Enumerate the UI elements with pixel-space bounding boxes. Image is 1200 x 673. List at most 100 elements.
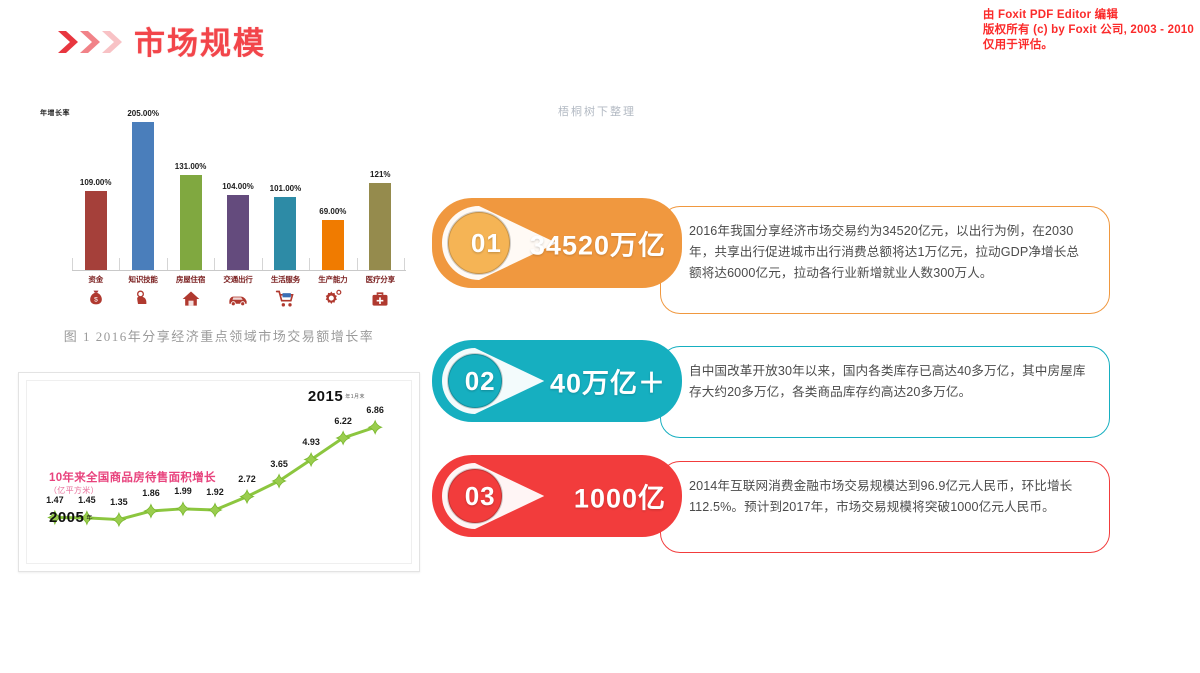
bar-chart-caption: 图 1 2016年分享经济重点领域市场交易额增长率: [63, 329, 375, 344]
chevron-right-icon-2: [78, 28, 104, 56]
line-chart-title: 10年来全国商品房待售面积增长: [49, 472, 216, 484]
line-chart-end-year: 2015 年1月末: [308, 388, 365, 405]
bar-chart-ticks: [72, 258, 406, 270]
line-chart-subtitle: （亿平方米）: [49, 486, 99, 495]
bar-category: 医疗分享: [357, 274, 404, 310]
foxit-line-3: 仅用于评估。: [982, 39, 1054, 51]
line-chart-point-label: 6.22: [334, 415, 352, 426]
line-chart-point-label: 2.72: [238, 474, 256, 485]
bar-value-label: 104.00%: [222, 182, 254, 191]
bar-chart-ylabel: 年增长率: [40, 110, 70, 117]
card-lens-badge-icon: 03: [442, 463, 545, 529]
line-chart-point-label: 1.99: [174, 486, 192, 497]
card-pill[interactable]: 02 40万亿＋: [432, 340, 682, 422]
bar-category-label: 资金: [88, 275, 103, 284]
bar-chart-tick: [404, 258, 405, 270]
bar-rect: [227, 195, 249, 270]
line-chart-svg: [47, 419, 383, 528]
bar-chart-tick: [309, 258, 311, 270]
bar-column: 205.00%: [120, 104, 167, 270]
bar-category-label: 房屋住宿: [175, 275, 206, 284]
end-year-suffix: 年1月末: [345, 394, 365, 400]
line-chart-marker: [207, 502, 223, 518]
chevron-right-icon-3: [100, 28, 126, 56]
line-chart-marker: [303, 451, 319, 468]
bar-category-label: 生活服务: [270, 275, 301, 284]
money-bag-icon: $: [72, 288, 119, 310]
foxit-line-1: 由 Foxit PDF Editor 编辑: [982, 9, 1119, 21]
bar-category: 资金 $: [72, 274, 119, 310]
start-year-value: 2005: [49, 509, 85, 526]
chevron-group-icon: [56, 28, 136, 56]
bar-value-label: 131.00%: [174, 162, 207, 171]
bar-chart-tick: [119, 258, 121, 270]
card-text-panel: 2016年我国分享经济市场交易约为34520亿元，以出行为例，在2030年，共享…: [660, 206, 1110, 314]
svg-text:$: $: [94, 297, 98, 304]
bar-value-label: 109.00%: [79, 178, 112, 187]
bar-category-label: 知识技能: [128, 275, 158, 284]
card-description: 2014年互联网消费金融市场交易规模达到96.9亿元人民币，环比增长112.5%…: [689, 479, 1073, 514]
bar-category-label: 生产能力: [318, 275, 348, 284]
line-chart-marker: [79, 510, 95, 526]
line-chart-point-label: 1.45: [78, 495, 96, 506]
bar-value-label: 69.00%: [319, 207, 347, 216]
card-value: 40万亿＋: [549, 368, 666, 399]
bar-rect: [274, 197, 297, 270]
line-chart-start-year: 2005 年: [49, 509, 93, 526]
bar-column: 109.00%: [72, 104, 119, 270]
start-year-suffix: 年: [86, 516, 93, 522]
bar-category-label: 医疗分享: [365, 275, 395, 284]
bar-rect: [321, 220, 344, 270]
bar-category: 生活服务: [262, 274, 309, 310]
card-text-panel: 自中国改革开放30年以来，国内各类库存已高达40多万亿，其中房屋库存大约20多万…: [660, 346, 1110, 438]
foxit-watermark: 由 Foxit PDF Editor 编辑 版权所有 (c) by Foxit …: [983, 8, 1194, 53]
bar-rect: [369, 183, 392, 270]
number-card[interactable]: 2014年互联网消费金融市场交易规模达到96.9亿元人民币，环比增长112.5%…: [432, 455, 1112, 561]
line-chart-point-label: 6.86: [366, 405, 384, 416]
line-chart-marker: [335, 430, 351, 446]
card-description: 2016年我国分享经济市场交易约为34520亿元，以出行为例，在2030年，共享…: [689, 224, 1080, 280]
line-chart-marker: [175, 501, 191, 517]
center-watermark: 梧桐树下整理: [558, 106, 636, 118]
card-pill[interactable]: 01 34520万亿: [432, 198, 682, 288]
bar-column: 69.00%: [309, 104, 356, 270]
line-chart-marker: [367, 419, 383, 435]
bar-category-label: 交通出行: [223, 275, 253, 284]
bar-chart-tick: [214, 258, 216, 270]
bar-chart-axis: [72, 270, 406, 271]
knowledge-head-icon: [120, 288, 167, 310]
line-chart-marker: [47, 509, 63, 526]
line-chart-marker: [111, 511, 127, 528]
bar-category: 房屋住宿: [167, 274, 214, 310]
bar-column: 104.00%: [215, 104, 262, 270]
medical-case-icon: [357, 288, 404, 310]
card-value: 1000亿: [573, 483, 666, 514]
house-icon: [167, 288, 214, 310]
page-title: 市场规模: [134, 26, 266, 61]
car-icon: [215, 288, 262, 310]
shopping-cart-icon: [262, 288, 309, 310]
line-chart: 1.47 1.45 1.35 1.86 1.99 1.92 2.72 3.65 4.93 6.22…: [18, 372, 420, 572]
bar-chart-tick: [261, 258, 263, 270]
bar-category: 交通出行: [215, 274, 262, 310]
bar-chart-tick: [166, 258, 168, 270]
gear-icon: [309, 288, 356, 310]
bar-chart: 年增长率 109.00% 205.00% 131.00% 104.00% 101.00%…: [28, 100, 408, 320]
bar-value-label: 101.00%: [269, 184, 302, 193]
bar-rect: [84, 191, 107, 270]
line-chart-point-label: 1.35: [110, 496, 128, 507]
card-lens-badge-icon: 02: [442, 348, 545, 414]
number-card[interactable]: 2016年我国分享经济市场交易约为34520亿元，以出行为例，在2030年，共享…: [432, 198, 1112, 320]
end-year-value: 2015: [307, 388, 344, 405]
number-card[interactable]: 自中国改革开放30年以来，国内各类库存已高达40多万亿，其中房屋库存大约20多万…: [432, 340, 1112, 446]
bar-value-label: 121%: [370, 170, 391, 179]
line-chart-marker: [143, 503, 159, 519]
bar-column: 131.00%: [167, 104, 214, 270]
bar-chart-tick: [72, 258, 73, 270]
chevron-right-icon-1: [56, 28, 82, 56]
line-chart-point-label: 1.92: [206, 487, 224, 498]
card-pill[interactable]: 03 1000亿: [432, 455, 682, 537]
bar-category: 生产能力: [309, 274, 356, 310]
foxit-line-2: 版权所有 (c) by Foxit 公司, 2003 - 2010: [982, 24, 1194, 36]
